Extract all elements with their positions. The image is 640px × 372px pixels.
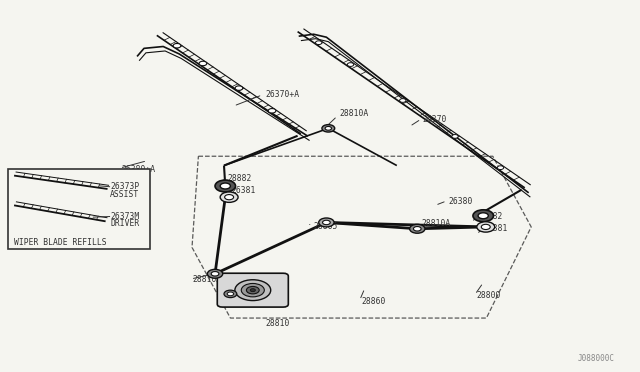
Circle shape xyxy=(220,183,230,189)
Circle shape xyxy=(410,224,425,233)
Circle shape xyxy=(235,86,243,90)
Circle shape xyxy=(481,224,490,230)
FancyBboxPatch shape xyxy=(218,273,288,307)
Circle shape xyxy=(323,220,330,225)
Text: ASSIST: ASSIST xyxy=(110,190,140,199)
Text: J088000C: J088000C xyxy=(577,354,614,363)
Circle shape xyxy=(227,292,234,296)
Circle shape xyxy=(224,290,237,298)
Circle shape xyxy=(322,125,335,132)
Text: 26380: 26380 xyxy=(448,197,472,206)
Text: 26380+A: 26380+A xyxy=(122,165,156,174)
Circle shape xyxy=(478,213,488,219)
Circle shape xyxy=(246,286,259,294)
Circle shape xyxy=(497,166,504,170)
Circle shape xyxy=(250,289,255,292)
Circle shape xyxy=(452,135,458,138)
Text: DRIVER: DRIVER xyxy=(110,219,140,228)
Text: 28882: 28882 xyxy=(227,174,252,183)
Text: 26370: 26370 xyxy=(422,115,447,124)
Circle shape xyxy=(241,283,264,297)
Circle shape xyxy=(220,192,238,202)
Circle shape xyxy=(319,218,334,227)
Text: 26381: 26381 xyxy=(232,186,256,195)
Text: 26370+A: 26370+A xyxy=(266,90,300,99)
Circle shape xyxy=(211,272,219,276)
Text: 26373M: 26373M xyxy=(110,212,140,221)
Text: 28860: 28860 xyxy=(362,297,386,306)
Text: WIPER BLADE REFILLS: WIPER BLADE REFILLS xyxy=(14,238,107,247)
Circle shape xyxy=(473,210,493,222)
Text: 28810A: 28810A xyxy=(421,219,451,228)
Circle shape xyxy=(348,63,354,67)
Text: 28810A: 28810A xyxy=(192,275,221,284)
Circle shape xyxy=(325,126,332,130)
Circle shape xyxy=(207,269,223,278)
Bar xyxy=(8,169,150,249)
Circle shape xyxy=(199,61,207,66)
Circle shape xyxy=(215,180,236,192)
Circle shape xyxy=(477,222,495,232)
Circle shape xyxy=(235,280,271,301)
Text: 28882: 28882 xyxy=(479,212,503,221)
Text: 28800: 28800 xyxy=(477,291,501,300)
Circle shape xyxy=(316,41,322,45)
Text: 28865: 28865 xyxy=(314,222,338,231)
Text: 28810: 28810 xyxy=(266,319,290,328)
Text: 26381: 26381 xyxy=(483,224,508,233)
Text: 26373P: 26373P xyxy=(110,182,140,191)
Circle shape xyxy=(399,99,406,102)
Circle shape xyxy=(173,44,181,48)
Circle shape xyxy=(225,195,234,200)
Circle shape xyxy=(268,109,276,113)
Circle shape xyxy=(413,227,421,231)
Text: 28810A: 28810A xyxy=(339,109,369,118)
